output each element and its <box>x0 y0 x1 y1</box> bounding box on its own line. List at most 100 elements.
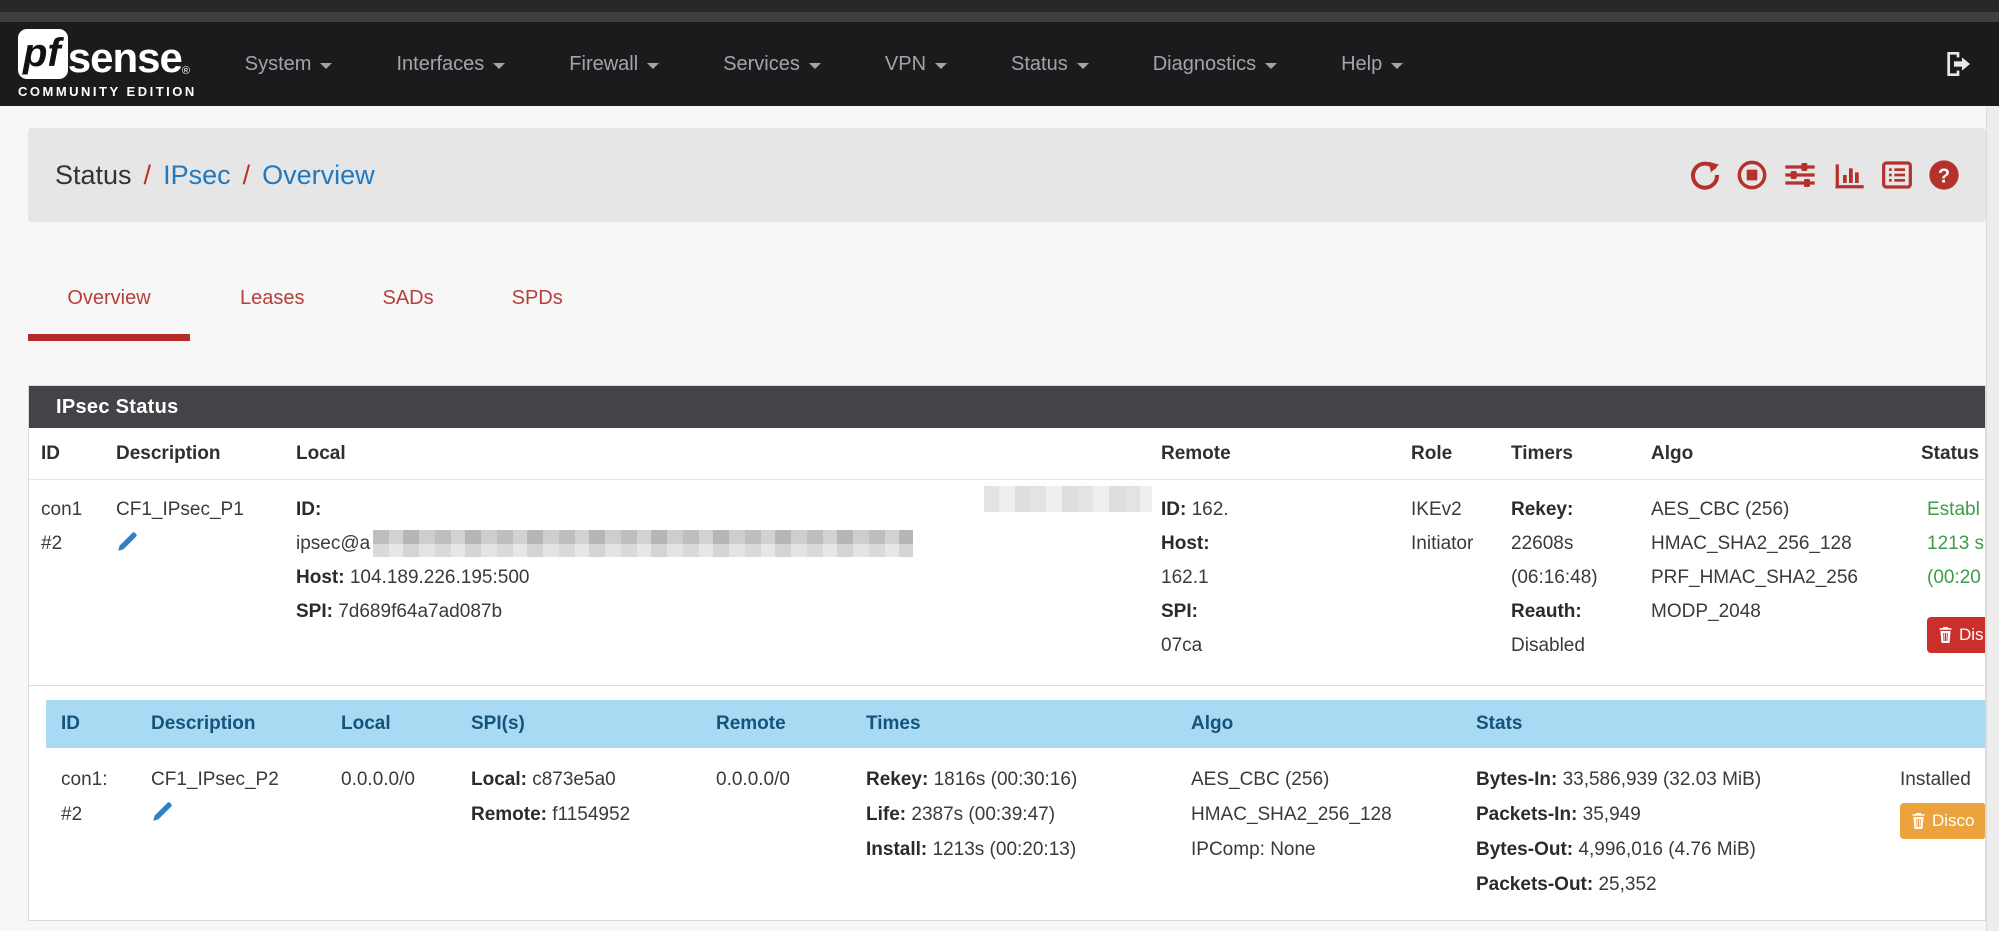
col-times: Times <box>866 713 921 734</box>
pfsense-logo-pf: pf <box>18 29 68 79</box>
menu-services[interactable]: Services <box>723 53 821 76</box>
status-line: 1213 s <box>1927 533 1985 554</box>
col-stats: Stats <box>1476 713 1523 734</box>
menu-system-label: System <box>244 52 312 75</box>
algo-line: HMAC_SHA2_256_128 <box>1191 804 1392 825</box>
child-description: CF1_IPsec_P2 <box>151 769 279 790</box>
chevron-down-icon <box>935 62 948 69</box>
algo-line: MODP_2048 <box>1651 601 1761 622</box>
child-sa-table: ID Description Local SPI(s) Remote Times… <box>46 700 1985 902</box>
ike-description-cell: CF1_IPsec_P1 <box>116 480 296 685</box>
spi-remote-value: f1154952 <box>552 804 631 825</box>
child-local-cell: 0.0.0.0/0 <box>341 769 415 790</box>
breadcrumb-separator: / <box>143 159 152 190</box>
col-algo: Algo <box>1191 713 1234 734</box>
chevron-down-icon <box>647 62 660 69</box>
spi-local-label: Local: <box>471 769 527 790</box>
pfsense-logo-sense: sense <box>67 34 183 81</box>
ike-id: con1 <box>41 499 83 520</box>
filter-icon[interactable] <box>1783 159 1817 191</box>
reauth-label: Reauth: <box>1511 601 1582 622</box>
menu-system[interactable]: System <box>245 53 333 76</box>
tab-spds[interactable]: SPDs <box>511 287 563 309</box>
ipsec-tabs: Overview Leases SADs SPDs <box>28 287 591 341</box>
redaction-block <box>984 486 1152 512</box>
help-icon[interactable]: ? <box>1928 159 1960 191</box>
local-host-value: 104.189.226.195:500 <box>349 567 530 588</box>
life-label: Life: <box>866 804 907 825</box>
algo-line: PRF_HMAC_SHA2_256 <box>1651 567 1858 588</box>
bytes-in-value: 33,586,939 (32.03 MiB) <box>1562 769 1762 790</box>
chevron-down-icon <box>1076 62 1089 69</box>
pfsense-logo[interactable]: pf sense ® COMMUNITY EDITION <box>18 29 197 99</box>
stop-icon[interactable] <box>1736 159 1768 191</box>
remote-spi-label: SPI: <box>1161 601 1198 622</box>
disconnect-child-button-label: Disco <box>1932 811 1975 830</box>
disconnect-button[interactable]: Dis <box>1927 617 1985 653</box>
child-id: con1: <box>61 769 108 790</box>
col-timers: Timers <box>1511 443 1573 464</box>
menu-status-label: Status <box>1011 52 1068 75</box>
install-value: 1213s (00:20:13) <box>932 839 1077 860</box>
remote-id-value: 162. <box>1191 499 1229 520</box>
algo-line: IPComp: None <box>1191 839 1316 860</box>
col-status: Status <box>1921 443 1980 464</box>
menu-help[interactable]: Help <box>1341 53 1404 76</box>
child-remote-cell: 0.0.0.0/0 <box>716 769 790 790</box>
packets-out-value: 25,352 <box>1598 874 1657 895</box>
tab-leases[interactable]: Leases <box>240 287 305 309</box>
menu-diagnostics[interactable]: Diagnostics <box>1153 53 1278 76</box>
spi-local-value: c873e5a0 <box>532 769 616 790</box>
col-id: ID <box>41 443 60 464</box>
remote-host-label: Host: <box>1161 533 1210 554</box>
breadcrumb-link-ipsec[interactable]: IPsec <box>163 159 231 190</box>
refresh-icon[interactable] <box>1689 159 1721 191</box>
ike-id-cell: con1 #2 <box>41 480 116 685</box>
edit-pencil-icon[interactable] <box>116 529 140 553</box>
bar-chart-icon[interactable] <box>1832 159 1866 191</box>
role-line2: Initiator <box>1411 533 1474 554</box>
status-line: Establ <box>1927 499 1980 520</box>
sign-out-icon[interactable] <box>1942 48 1974 80</box>
menu-vpn-label: VPN <box>884 52 927 75</box>
chevron-down-icon <box>1391 62 1404 69</box>
packets-in-label: Packets-In: <box>1476 804 1578 825</box>
col-description: Description <box>116 443 221 464</box>
edit-pencil-icon[interactable] <box>151 799 175 823</box>
tab-overview[interactable]: Overview <box>28 287 190 341</box>
svg-text:?: ? <box>1938 165 1950 187</box>
ike-description: CF1_IPsec_P1 <box>116 499 244 520</box>
top-navbar: pf sense ® COMMUNITY EDITION System Inte… <box>0 22 1999 106</box>
rekey-value-2: (06:16:48) <box>1511 567 1598 588</box>
scrollbar[interactable] <box>1986 106 1999 931</box>
ike-remote-cell: ID: 162. Host: 162.1 SPI: 07ca <box>1161 480 1411 685</box>
menu-firewall[interactable]: Firewall <box>569 53 660 76</box>
chevron-down-icon <box>1265 62 1278 69</box>
role-line1: IKEv2 <box>1411 499 1462 520</box>
chevron-down-icon <box>320 62 333 69</box>
status-line: (00:20 <box>1927 567 1981 588</box>
tab-sads[interactable]: SADs <box>382 287 434 309</box>
local-spi-value: 7d689f64a7ad087b <box>338 601 503 622</box>
ipsec-status-panel: IPsec Status ID Description Local Remote… <box>28 385 1986 921</box>
browser-top-strip <box>0 0 1999 12</box>
trash-icon <box>1912 813 1925 829</box>
breadcrumb-link-overview[interactable]: Overview <box>262 159 375 190</box>
pfsense-logo-row: pf sense ® <box>18 29 197 79</box>
menu-interfaces[interactable]: Interfaces <box>396 53 506 76</box>
child-times-cell: Rekey: 1816s (00:30:16) Life: 2387s (00:… <box>866 748 1191 902</box>
bytes-out-value: 4,996,016 (4.76 MiB) <box>1578 839 1756 860</box>
log-list-icon[interactable] <box>1881 159 1913 191</box>
menu-vpn[interactable]: VPN <box>884 52 948 76</box>
ike-role-cell: IKEv2 Initiator <box>1411 480 1511 685</box>
menu-status[interactable]: Status <box>1011 53 1089 76</box>
col-role: Role <box>1411 443 1453 464</box>
disconnect-child-button[interactable]: Disco <box>1900 803 1985 839</box>
col-description: Description <box>151 713 256 734</box>
remote-spi-value: 07ca <box>1161 635 1203 656</box>
ike-algo-cell: AES_CBC (256) HMAC_SHA2_256_128 PRF_HMAC… <box>1651 480 1921 685</box>
packets-out-label: Packets-Out: <box>1476 874 1594 895</box>
child-id-cell: con1: #2 <box>61 748 151 902</box>
col-spis: SPI(s) <box>471 713 525 734</box>
life-value: 2387s (00:39:47) <box>911 804 1056 825</box>
